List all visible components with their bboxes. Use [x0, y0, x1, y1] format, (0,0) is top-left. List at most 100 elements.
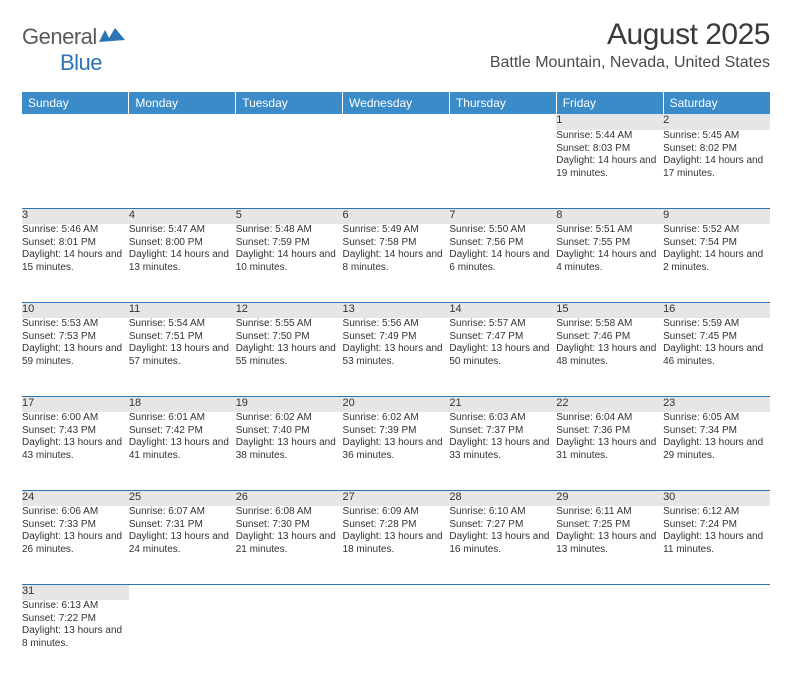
sunrise-line: Sunrise: 5:53 AM: [22, 318, 129, 331]
day-number-cell: [129, 114, 236, 130]
sunrise-line: Sunrise: 6:02 AM: [236, 412, 343, 425]
daylight-line: Daylight: 13 hours and 18 minutes.: [343, 531, 450, 556]
day-content-cell: Sunrise: 6:10 AMSunset: 7:27 PMDaylight:…: [449, 506, 556, 584]
day-number-row: 10111213141516: [22, 302, 770, 318]
daylight-line: Daylight: 14 hours and 8 minutes.: [343, 249, 450, 274]
day-content-row: Sunrise: 5:44 AMSunset: 8:03 PMDaylight:…: [22, 130, 770, 208]
day-number-cell: 9: [663, 208, 770, 224]
daylight-line: Daylight: 13 hours and 11 minutes.: [663, 531, 770, 556]
sunset-line: Sunset: 7:30 PM: [236, 519, 343, 532]
sunrise-line: Sunrise: 5:46 AM: [22, 224, 129, 237]
day-number-cell: [343, 114, 450, 130]
weekday-header: Tuesday: [236, 92, 343, 114]
weekday-header: Friday: [556, 92, 663, 114]
day-number-cell: 12: [236, 302, 343, 318]
day-number-cell: 31: [22, 584, 129, 600]
daylight-line: Daylight: 13 hours and 38 minutes.: [236, 437, 343, 462]
day-content-cell: Sunrise: 6:01 AMSunset: 7:42 PMDaylight:…: [129, 412, 236, 490]
day-number-cell: 29: [556, 490, 663, 506]
sunset-line: Sunset: 7:40 PM: [236, 425, 343, 438]
logo-text-blue: Blue: [60, 50, 102, 75]
day-content-cell: Sunrise: 5:46 AMSunset: 8:01 PMDaylight:…: [22, 224, 129, 302]
daylight-line: Daylight: 13 hours and 31 minutes.: [556, 437, 663, 462]
day-number-cell: 27: [343, 490, 450, 506]
logo-text-general: General: [22, 24, 97, 49]
sunset-line: Sunset: 7:49 PM: [343, 331, 450, 344]
day-number-cell: 11: [129, 302, 236, 318]
sunrise-line: Sunrise: 6:01 AM: [129, 412, 236, 425]
daylight-line: Daylight: 13 hours and 16 minutes.: [449, 531, 556, 556]
sunset-line: Sunset: 7:24 PM: [663, 519, 770, 532]
month-title: August 2025: [490, 18, 770, 52]
sunrise-line: Sunrise: 6:07 AM: [129, 506, 236, 519]
sunrise-line: Sunrise: 6:10 AM: [449, 506, 556, 519]
day-number-cell: [343, 584, 450, 600]
daylight-line: Daylight: 13 hours and 50 minutes.: [449, 343, 556, 368]
day-content-cell: Sunrise: 6:02 AMSunset: 7:39 PMDaylight:…: [343, 412, 450, 490]
day-number-cell: 6: [343, 208, 450, 224]
day-number-cell: 1: [556, 114, 663, 130]
sunset-line: Sunset: 7:33 PM: [22, 519, 129, 532]
location: Battle Mountain, Nevada, United States: [490, 54, 770, 72]
sunrise-line: Sunrise: 5:59 AM: [663, 318, 770, 331]
day-content-cell: Sunrise: 6:00 AMSunset: 7:43 PMDaylight:…: [22, 412, 129, 490]
day-number-cell: 15: [556, 302, 663, 318]
sunset-line: Sunset: 7:50 PM: [236, 331, 343, 344]
weekday-header: Wednesday: [343, 92, 450, 114]
day-content-cell: Sunrise: 5:48 AMSunset: 7:59 PMDaylight:…: [236, 224, 343, 302]
daylight-line: Daylight: 14 hours and 15 minutes.: [22, 249, 129, 274]
weekday-header: Sunday: [22, 92, 129, 114]
sunset-line: Sunset: 7:28 PM: [343, 519, 450, 532]
daylight-line: Daylight: 13 hours and 21 minutes.: [236, 531, 343, 556]
day-number-row: 12: [22, 114, 770, 130]
logo: General Blue: [22, 24, 125, 86]
daylight-line: Daylight: 14 hours and 6 minutes.: [449, 249, 556, 274]
daylight-line: Daylight: 13 hours and 59 minutes.: [22, 343, 129, 368]
day-number-cell: 3: [22, 208, 129, 224]
day-content-cell: [449, 130, 556, 208]
sunset-line: Sunset: 7:53 PM: [22, 331, 129, 344]
header: General Blue August 2025 Battle Mountain…: [22, 18, 770, 86]
day-number-cell: 22: [556, 396, 663, 412]
sunrise-line: Sunrise: 5:50 AM: [449, 224, 556, 237]
day-content-cell: Sunrise: 6:08 AMSunset: 7:30 PMDaylight:…: [236, 506, 343, 584]
day-number-cell: 5: [236, 208, 343, 224]
sunset-line: Sunset: 8:02 PM: [663, 143, 770, 156]
weekday-header-row: Sunday Monday Tuesday Wednesday Thursday…: [22, 92, 770, 114]
daylight-line: Daylight: 13 hours and 57 minutes.: [129, 343, 236, 368]
daylight-line: Daylight: 13 hours and 36 minutes.: [343, 437, 450, 462]
daylight-line: Daylight: 13 hours and 46 minutes.: [663, 343, 770, 368]
day-content-cell: Sunrise: 6:07 AMSunset: 7:31 PMDaylight:…: [129, 506, 236, 584]
day-content-cell: Sunrise: 6:02 AMSunset: 7:40 PMDaylight:…: [236, 412, 343, 490]
day-number-cell: 25: [129, 490, 236, 506]
daylight-line: Daylight: 13 hours and 26 minutes.: [22, 531, 129, 556]
sunrise-line: Sunrise: 5:58 AM: [556, 318, 663, 331]
day-number-cell: 4: [129, 208, 236, 224]
sunrise-line: Sunrise: 6:12 AM: [663, 506, 770, 519]
daylight-line: Daylight: 14 hours and 10 minutes.: [236, 249, 343, 274]
sunrise-line: Sunrise: 6:04 AM: [556, 412, 663, 425]
day-number-cell: 7: [449, 208, 556, 224]
day-content-cell: [22, 130, 129, 208]
sunrise-line: Sunrise: 6:06 AM: [22, 506, 129, 519]
day-number-cell: 8: [556, 208, 663, 224]
day-content-row: Sunrise: 5:53 AMSunset: 7:53 PMDaylight:…: [22, 318, 770, 396]
sunrise-line: Sunrise: 6:05 AM: [663, 412, 770, 425]
sunset-line: Sunset: 7:34 PM: [663, 425, 770, 438]
daylight-line: Daylight: 13 hours and 53 minutes.: [343, 343, 450, 368]
sunrise-line: Sunrise: 5:54 AM: [129, 318, 236, 331]
sunset-line: Sunset: 8:01 PM: [22, 237, 129, 250]
daylight-line: Daylight: 14 hours and 19 minutes.: [556, 155, 663, 180]
day-number-cell: 26: [236, 490, 343, 506]
day-content-row: Sunrise: 6:06 AMSunset: 7:33 PMDaylight:…: [22, 506, 770, 584]
sunset-line: Sunset: 7:25 PM: [556, 519, 663, 532]
daylight-line: Daylight: 13 hours and 8 minutes.: [22, 625, 129, 650]
sunset-line: Sunset: 7:58 PM: [343, 237, 450, 250]
daylight-line: Daylight: 13 hours and 43 minutes.: [22, 437, 129, 462]
sunrise-line: Sunrise: 6:02 AM: [343, 412, 450, 425]
sunrise-line: Sunrise: 5:56 AM: [343, 318, 450, 331]
day-number-cell: [449, 584, 556, 600]
sunset-line: Sunset: 7:22 PM: [22, 613, 129, 626]
day-number-cell: 28: [449, 490, 556, 506]
daylight-line: Daylight: 13 hours and 13 minutes.: [556, 531, 663, 556]
